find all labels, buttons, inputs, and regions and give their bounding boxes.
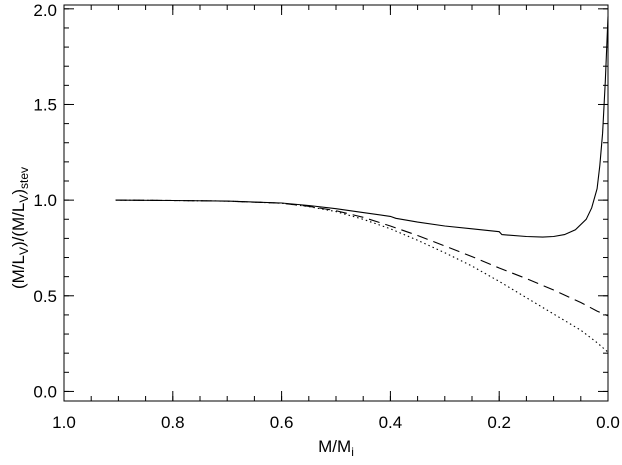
y-tick-label: 0.0 xyxy=(33,382,57,401)
y-axis-label: (M/LV)/(M/LV)stev xyxy=(9,167,31,289)
y-axis-label-sub2: V xyxy=(17,195,31,203)
x-tick-label: 0.8 xyxy=(161,413,185,432)
y-tick-label: 0.5 xyxy=(33,287,57,306)
x-axis-label-sub: i xyxy=(351,445,354,459)
y-tick-label: 1.0 xyxy=(33,191,57,210)
x-tick-label: 1.0 xyxy=(52,413,76,432)
dotted-series-line xyxy=(115,199,609,353)
y-tick-labels: 0.0 0.5 1.0 1.5 2.0 xyxy=(33,1,57,401)
x-axis-label-main: M/M xyxy=(318,437,351,456)
x-tick-labels: 1.0 0.8 0.6 0.4 0.2 0.0 xyxy=(52,413,620,432)
x-tick-label: 0.4 xyxy=(379,413,403,432)
y-axis-label-sub3: stev xyxy=(17,167,31,189)
axis-ticks xyxy=(63,5,609,401)
y-tick-label: 1.5 xyxy=(33,95,57,114)
x-axis-label: M/Mi xyxy=(318,437,354,459)
y-axis-label-sub1: V xyxy=(17,247,31,255)
plot-frame xyxy=(63,4,609,402)
data-series xyxy=(115,16,609,353)
y-axis-label-part2: )/(M/L xyxy=(9,203,28,247)
y-axis-label-part1: (M/L xyxy=(9,255,28,289)
x-tick-label: 0.6 xyxy=(270,413,294,432)
x-tick-label: 0.2 xyxy=(487,413,511,432)
y-tick-label: 2.0 xyxy=(33,1,57,20)
y-axis-label-part3: ) xyxy=(9,189,28,195)
solid-series-line xyxy=(115,16,609,238)
x-tick-label: 0.0 xyxy=(596,413,620,432)
dashed-series-line xyxy=(115,199,609,317)
